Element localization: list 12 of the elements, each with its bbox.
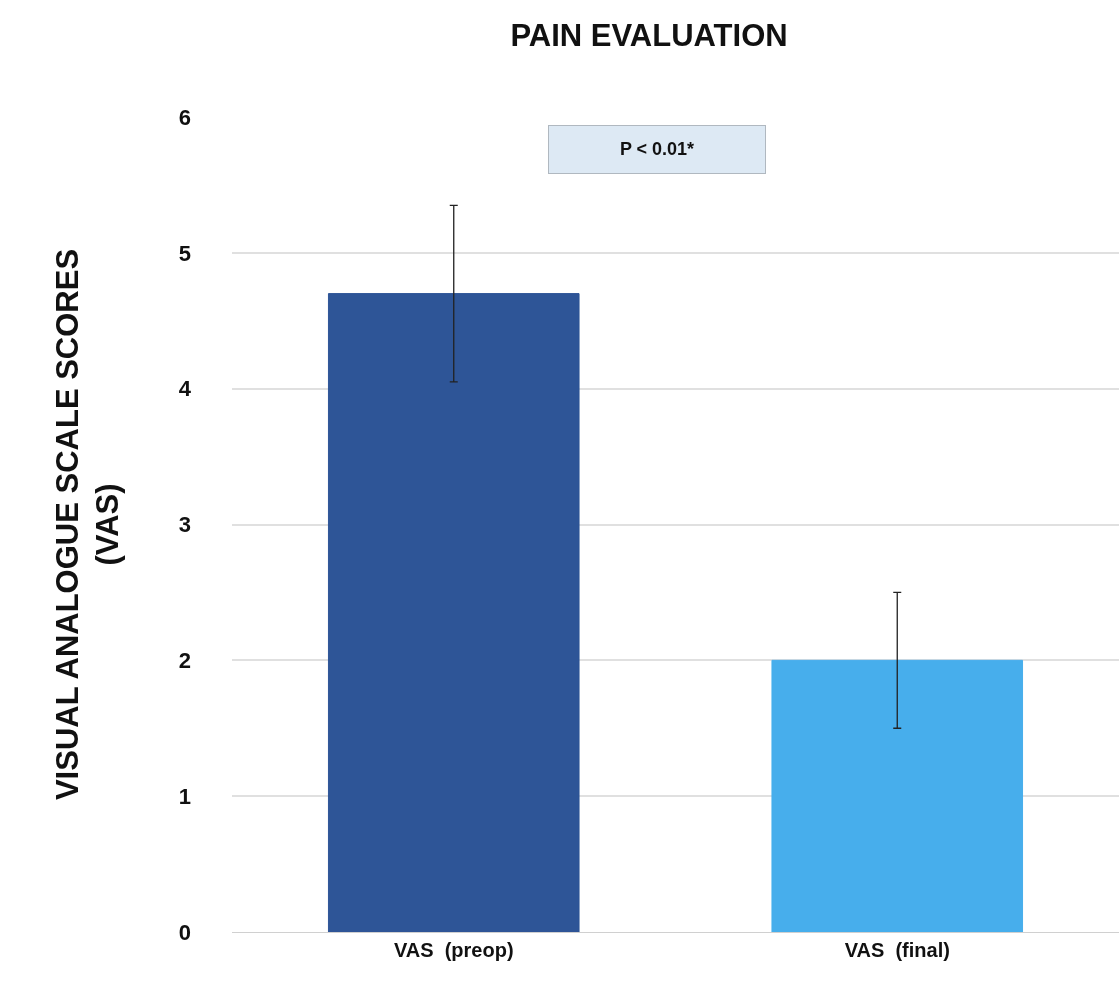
- y-tick-label: 3: [178, 512, 191, 538]
- y-tick-label: 0: [178, 919, 191, 945]
- y-tick-label: 6: [178, 104, 191, 130]
- x-tick-label: VAS (final): [844, 939, 950, 961]
- y-tick-label: 4: [178, 376, 192, 402]
- y-axis-title: VISUAL ANALOGUE SCALE SCORES (VAS): [50, 248, 126, 801]
- y-tick-label: 5: [178, 240, 191, 266]
- x-tick-label: VAS (preop): [393, 939, 514, 961]
- y-tick-label: 2: [178, 648, 191, 674]
- chart-title: PAIN EVALUATION: [510, 18, 788, 54]
- y-tick-label: 1: [178, 783, 191, 809]
- text-box: P < 0.01*: [548, 125, 766, 174]
